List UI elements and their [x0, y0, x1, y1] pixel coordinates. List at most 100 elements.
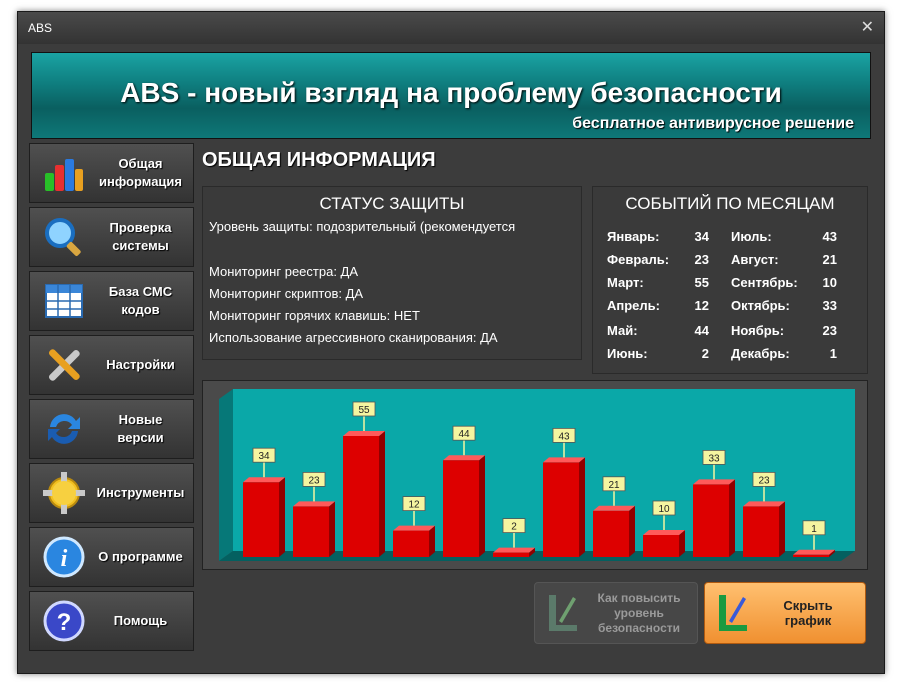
- bar-top: [793, 549, 835, 555]
- bar-top: [543, 457, 585, 463]
- panel-title: СОБЫТИЙ ПО МЕСЯЦАМ: [625, 194, 835, 213]
- month-name: Январь:: [607, 229, 660, 244]
- bar-top: [493, 547, 535, 553]
- bar-side: [479, 455, 485, 557]
- button-label: Как повысить уровень безопасности: [597, 590, 681, 635]
- sidebar-item-settings[interactable]: Настройки: [29, 335, 194, 395]
- sidebar-item-label: Общая информация: [98, 156, 182, 189]
- events-chart: 34 23 55 12 44 2 43 21 10 33 23 1: [202, 380, 868, 570]
- window-title: ABS: [28, 21, 53, 35]
- bar: [793, 554, 829, 557]
- data-label-box: [752, 472, 776, 487]
- data-label-box: [252, 447, 276, 463]
- magnifier-icon: [45, 218, 81, 256]
- month-value: 1: [829, 346, 837, 361]
- bar-top: [743, 501, 785, 507]
- data-label-box: [552, 428, 576, 443]
- month-value: 55: [694, 275, 709, 290]
- bar: [593, 510, 629, 557]
- month-name: Июль:: [731, 229, 772, 244]
- data-label: 1: [811, 524, 817, 535]
- month-value: 23: [822, 323, 837, 338]
- sidebar-item-help[interactable]: ? Помощь: [29, 591, 194, 651]
- sidebar-item-about[interactable]: i О программе: [29, 527, 194, 587]
- hotkey-monitoring-text: Мониторинг горячих клавишь: НЕТ: [209, 308, 420, 323]
- data-label-box: [352, 401, 376, 417]
- bar-chart: 34 23 55 12 44 2 43 21 10 33 23 1: [219, 389, 855, 561]
- sidebar-item-label: О программе: [98, 549, 183, 564]
- bar-side: [379, 431, 385, 557]
- data-label: 44: [458, 429, 470, 440]
- protection-level-text: Уровень защиты: подозрительный (рекоменд…: [209, 219, 516, 234]
- aggressive-scan-text: Использование агрессивного сканирования:…: [209, 330, 498, 345]
- bar-top: [243, 477, 285, 483]
- month-value: 34: [694, 229, 709, 244]
- bar-top: [643, 530, 685, 535]
- data-label-box: [502, 518, 526, 534]
- data-label-box: [602, 476, 626, 492]
- sidebar-item-label: Настройки: [106, 357, 175, 372]
- data-label-box: [802, 520, 826, 536]
- hide-chart-button[interactable]: Скрыть график: [704, 582, 866, 644]
- sidebar-item-label: Новые версии: [117, 412, 164, 445]
- data-label: 10: [658, 504, 670, 515]
- bar-top: [593, 505, 635, 511]
- bar-side: [779, 501, 785, 557]
- data-label-box: [702, 450, 726, 465]
- data-label-box: [652, 500, 676, 516]
- bar: [743, 506, 779, 557]
- sidebar-item-tools[interactable]: Инструменты: [29, 463, 194, 523]
- month-name: Август:: [731, 252, 779, 267]
- sidebar-item-sms-database[interactable]: База СМС кодов: [29, 271, 194, 331]
- sidebar: Общая информация Проверка системы База С…: [29, 143, 194, 655]
- improve-security-button[interactable]: Как повысить уровень безопасности: [534, 582, 698, 644]
- info-icon: i: [43, 536, 85, 578]
- month-value: 44: [694, 323, 709, 338]
- bar-top: [693, 479, 735, 485]
- month-name: Апрель:: [607, 298, 660, 313]
- script-monitoring-text: Мониторинг скриптов: ДА: [209, 286, 364, 301]
- banner-headline: ABS - новый взгляд на проблему безопасно…: [120, 77, 782, 108]
- bar-side: [279, 477, 285, 557]
- update-arrows-icon: [48, 414, 80, 444]
- sidebar-item-new-versions[interactable]: Новые версии: [29, 399, 194, 459]
- bar: [643, 535, 679, 557]
- data-label: 2: [511, 522, 517, 533]
- month-name: Май:: [607, 323, 638, 338]
- protection-status-panel: СТАТУС ЗАЩИТЫ Уровень защиты: подозрител…: [202, 186, 582, 360]
- bar-side: [429, 525, 435, 557]
- month-name: Октябрь:: [731, 298, 790, 313]
- bar: [243, 482, 279, 557]
- month-name: Ноябрь:: [731, 323, 785, 338]
- title-bar: ABS ✕: [18, 12, 884, 44]
- data-label-box: [302, 472, 326, 487]
- month-name: Июнь:: [607, 346, 648, 361]
- page-title: ОБЩАЯ ИНФОРМАЦИЯ: [202, 149, 436, 171]
- month-value: 43: [822, 229, 837, 244]
- bar: [293, 506, 329, 557]
- panel-title: СТАТУС ЗАЩИТЫ: [319, 194, 465, 213]
- app-window: ABS ✕ ABS - новый взгляд на проблему без…: [17, 11, 885, 674]
- header-banner: ABS - новый взгляд на проблему безопасно…: [31, 52, 871, 139]
- month-value: 12: [694, 298, 709, 313]
- bar: [693, 484, 729, 557]
- chart-pen-icon: [549, 595, 577, 631]
- svg-text:?: ?: [57, 609, 72, 636]
- button-label: Скрыть график: [783, 598, 833, 628]
- month-value: 2: [701, 346, 709, 361]
- data-label: 23: [308, 475, 320, 486]
- bar: [543, 462, 579, 557]
- sidebar-item-system-scan[interactable]: Проверка системы: [29, 207, 194, 267]
- bar: [343, 436, 379, 557]
- chart-pen-icon: [719, 595, 747, 631]
- month-name: Сентябрь:: [731, 275, 798, 290]
- bar-top: [343, 431, 385, 436]
- sidebar-item-label: База СМС кодов: [108, 284, 173, 317]
- data-label: 33: [708, 453, 720, 464]
- close-icon[interactable]: ✕: [860, 19, 874, 36]
- help-icon: ?: [43, 600, 85, 642]
- month-value: 21: [822, 252, 837, 267]
- bar-side: [529, 547, 535, 557]
- sidebar-item-general-info[interactable]: Общая информация: [29, 143, 194, 203]
- bar-side: [579, 457, 585, 557]
